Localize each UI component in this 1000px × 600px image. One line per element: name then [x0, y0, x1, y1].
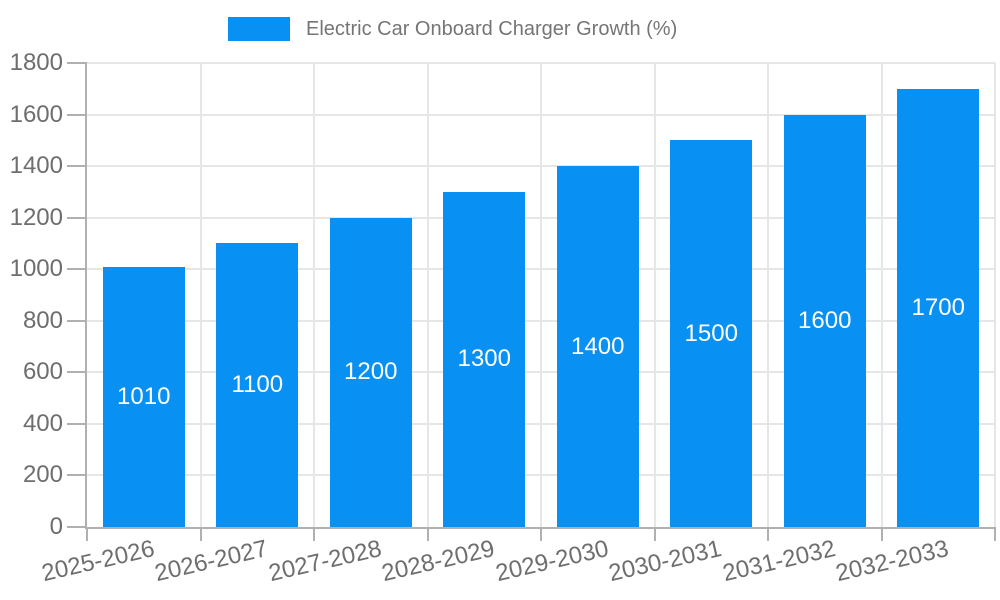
v-gridline	[880, 63, 883, 527]
v-gridline	[199, 63, 202, 527]
x-tick-label: 2032-2033	[833, 535, 952, 588]
y-tick-label: 600	[22, 358, 63, 386]
bar	[329, 217, 412, 527]
y-tick-label: 1800	[9, 49, 63, 76]
x-tick-label: 2031-2032	[719, 535, 838, 588]
y-axis-line	[85, 63, 87, 529]
x-axis-tick	[426, 527, 429, 541]
bar-value-label: 1500	[684, 319, 738, 347]
x-axis-tick	[86, 527, 88, 541]
bar-value-label: 1700	[911, 293, 965, 321]
bar-value-label: 1100	[231, 371, 284, 399]
legend: Electric Car Onboard Charger Growth (%)	[228, 17, 677, 41]
bar	[443, 191, 526, 527]
x-tick-label: 2029-2030	[492, 535, 611, 588]
y-axis-tick	[67, 422, 87, 425]
x-tick-label: 2027-2028	[265, 535, 384, 588]
bar	[897, 88, 980, 527]
x-tick-label: 2025-2026	[38, 535, 157, 588]
v-gridline	[653, 63, 656, 527]
x-axis-tick	[199, 527, 202, 541]
y-tick-label: 1400	[9, 152, 63, 180]
y-tick-label: 1000	[9, 255, 63, 283]
x-axis-tick	[313, 527, 315, 541]
x-axis-line	[85, 527, 995, 529]
y-tick-label: 200	[22, 461, 63, 489]
legend-label: Electric Car Onboard Charger Growth (%)	[306, 17, 678, 40]
v-gridline	[994, 63, 996, 527]
x-axis-tick	[767, 527, 769, 541]
bar-value-label: 1600	[798, 306, 852, 334]
x-axis-tick	[880, 527, 883, 541]
y-tick-label: 0	[49, 513, 63, 540]
y-axis-tick	[67, 319, 87, 322]
y-axis-tick	[67, 62, 87, 64]
x-tick-label: 2028-2029	[379, 535, 498, 588]
y-tick-label: 400	[22, 409, 63, 437]
y-axis-tick	[67, 113, 87, 116]
bar-value-label: 1010	[117, 382, 171, 410]
v-gridline	[313, 63, 315, 527]
bar	[556, 166, 639, 527]
v-gridline	[426, 63, 429, 527]
y-tick-label: 1200	[9, 203, 63, 231]
y-axis-tick	[67, 165, 87, 168]
y-axis-tick	[67, 371, 87, 374]
y-axis-tick	[67, 216, 87, 219]
bar	[216, 243, 299, 527]
bar	[783, 114, 866, 527]
v-gridline	[767, 63, 769, 527]
x-axis-tick	[540, 527, 542, 541]
y-axis-tick	[67, 474, 87, 477]
x-axis-tick	[653, 527, 656, 541]
bar	[102, 266, 185, 527]
y-axis-tick	[67, 268, 87, 271]
bar-value-label: 1400	[571, 332, 625, 360]
bar	[670, 140, 753, 527]
bar-value-label: 1300	[457, 345, 511, 373]
x-axis-tick	[994, 527, 996, 541]
x-tick-label: 2026-2027	[152, 535, 271, 588]
v-gridline	[540, 63, 542, 527]
y-axis-tick	[67, 526, 87, 528]
bar-value-label: 1200	[344, 358, 398, 386]
legend-swatch	[228, 17, 290, 41]
y-tick-label: 800	[22, 306, 63, 334]
y-tick-label: 1600	[9, 100, 63, 128]
x-tick-label: 2030-2031	[606, 535, 725, 588]
